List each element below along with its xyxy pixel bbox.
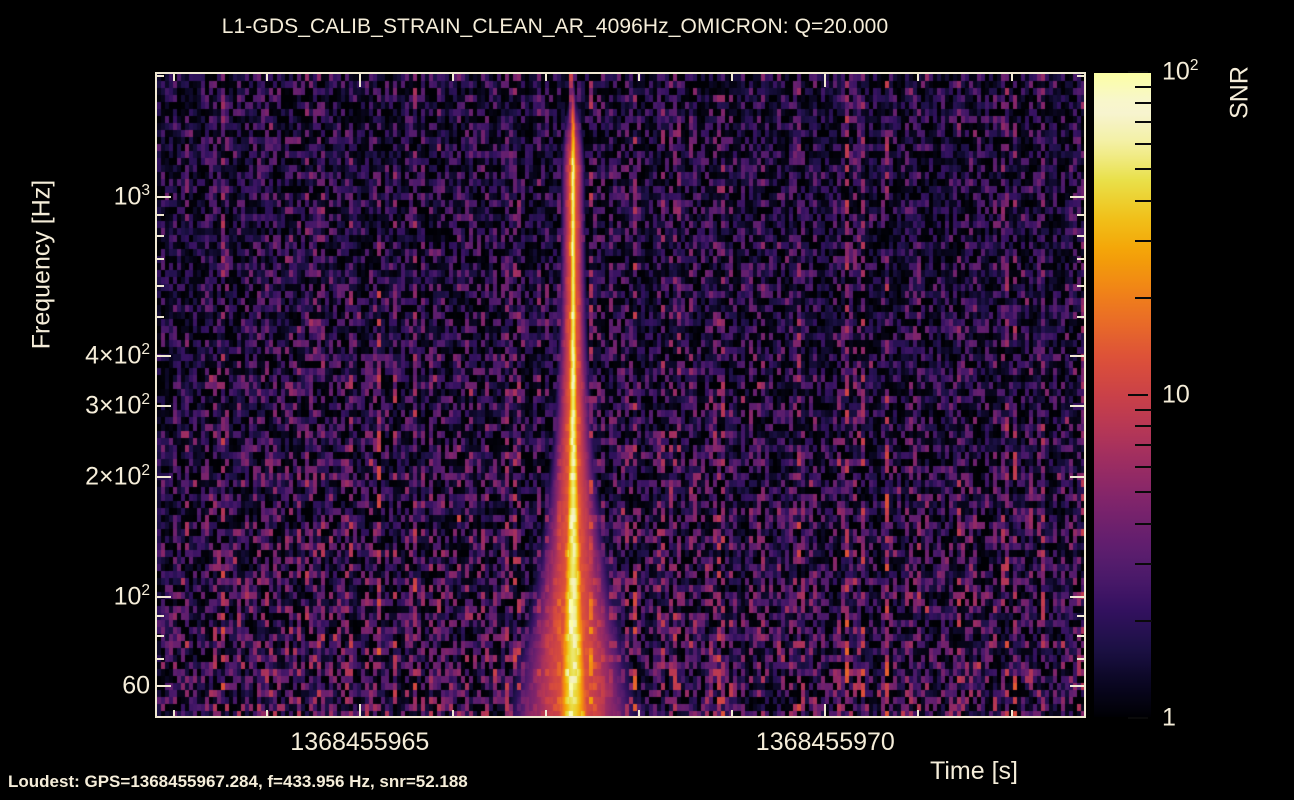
x-axis-major-tick <box>824 704 827 718</box>
y-axis-minor-tick <box>155 214 164 217</box>
x-axis-minor-tick <box>731 710 734 718</box>
x-axis-minor-tick <box>451 710 454 718</box>
y-axis-major-tick <box>155 195 171 198</box>
y-axis-major-tick <box>155 596 171 599</box>
y-axis-tick-label: 2×102 <box>85 461 150 491</box>
colorbar-minor-tick <box>1135 522 1152 525</box>
y-axis-minor-tick <box>155 284 164 287</box>
page-title: L1-GDS_CALIB_STRAIN_CLEAN_AR_4096Hz_OMIC… <box>221 15 889 38</box>
x-axis-minor-tick <box>172 710 175 718</box>
colorbar-minor-tick <box>1135 102 1152 105</box>
colorbar-minor-tick <box>1135 425 1152 428</box>
y-axis-minor-tick <box>1077 214 1086 217</box>
y-axis-minor-tick <box>1077 614 1086 617</box>
y-axis-major-tick <box>155 405 171 408</box>
x-axis-major-tick <box>824 73 827 87</box>
y-axis-major-tick <box>155 685 171 688</box>
y-axis-label: Frequency [Hz] <box>27 179 56 350</box>
x-axis-minor-tick <box>265 710 268 718</box>
x-axis-minor-tick <box>172 73 175 81</box>
x-axis-major-tick <box>358 704 361 718</box>
y-axis-minor-tick <box>155 658 164 661</box>
colorbar-minor-tick <box>1135 85 1152 88</box>
x-axis-minor-tick <box>1010 73 1013 81</box>
colorbar-minor-tick <box>1135 142 1152 145</box>
y-axis-major-tick <box>155 355 171 358</box>
x-axis-minor-tick <box>451 73 454 81</box>
colorbar-minor-tick <box>1135 121 1152 124</box>
loudest-event-text: Loudest: GPS=1368455967.284, f=433.956 H… <box>8 772 468 791</box>
y-axis-minor-tick <box>155 234 164 237</box>
x-axis-minor-tick <box>917 710 920 718</box>
colorbar-minor-tick <box>1135 296 1152 299</box>
x-axis-tick-label: 1368455970 <box>755 728 895 756</box>
x-axis-tick-label: 1368455965 <box>290 728 430 756</box>
x-axis-minor-tick <box>917 73 920 81</box>
colorbar-minor-tick <box>1135 239 1152 242</box>
x-axis-minor-tick <box>1010 710 1013 718</box>
x-axis-minor-tick <box>545 710 548 718</box>
colorbar-minor-tick <box>1135 562 1152 565</box>
colorbar-major-tick <box>1128 71 1148 73</box>
y-axis-minor-tick <box>155 257 164 260</box>
y-axis-major-tick <box>1070 195 1086 198</box>
x-axis-major-tick <box>358 73 361 87</box>
y-axis-tick-label: 3×102 <box>85 391 150 420</box>
y-axis-tick-label: 102 <box>113 582 150 611</box>
colorbar-tick-label: 10 <box>1162 380 1190 409</box>
colorbar-major-tick <box>1128 394 1148 396</box>
spectrogram-image <box>157 74 1084 716</box>
colorbar-tick-label: 1 <box>1162 703 1176 732</box>
colorbar-minor-tick <box>1135 168 1152 171</box>
y-axis-minor-tick <box>1077 635 1086 638</box>
x-axis-minor-tick <box>638 710 641 718</box>
y-axis-minor-tick <box>155 635 164 638</box>
y-axis-tick-label: 60 <box>122 671 150 700</box>
x-axis-minor-tick <box>731 73 734 81</box>
x-axis-minor-tick <box>638 73 641 81</box>
colorbar-minor-tick <box>1135 408 1152 411</box>
colorbar-minor-tick <box>1135 619 1152 622</box>
y-axis-major-tick <box>1070 596 1086 599</box>
colorbar-minor-tick <box>1135 199 1152 202</box>
x-axis-minor-tick <box>265 73 268 81</box>
y-axis-major-tick <box>1070 405 1086 408</box>
colorbar-minor-tick <box>1135 491 1152 494</box>
y-axis-minor-tick <box>1077 234 1086 237</box>
y-axis-minor-tick <box>155 316 164 319</box>
y-axis-minor-tick <box>1077 316 1086 319</box>
y-axis-major-tick <box>1070 475 1086 478</box>
y-axis-minor-tick <box>155 614 164 617</box>
x-axis-label: Time [s] <box>930 757 1018 785</box>
y-axis-minor-tick <box>1077 658 1086 661</box>
y-axis-tick-label: 103 <box>113 181 150 211</box>
colorbar-minor-tick <box>1135 465 1152 468</box>
colorbar-label: SNR <box>1225 66 1254 119</box>
x-axis-minor-tick <box>545 73 548 81</box>
colorbar-minor-tick <box>1135 444 1152 447</box>
y-axis-minor-tick <box>1077 75 1086 78</box>
colorbar-tick-label: 102 <box>1162 57 1199 86</box>
y-axis-major-tick <box>1070 685 1086 688</box>
colorbar-major-tick <box>1128 717 1148 719</box>
spectrogram-axes <box>155 72 1086 718</box>
y-axis-tick-label: 4×102 <box>85 341 150 370</box>
y-axis-minor-tick <box>1077 284 1086 287</box>
y-axis-minor-tick <box>155 75 164 78</box>
y-axis-major-tick <box>1070 355 1086 358</box>
y-axis-minor-tick <box>1077 257 1086 260</box>
y-axis-major-tick <box>155 475 171 478</box>
